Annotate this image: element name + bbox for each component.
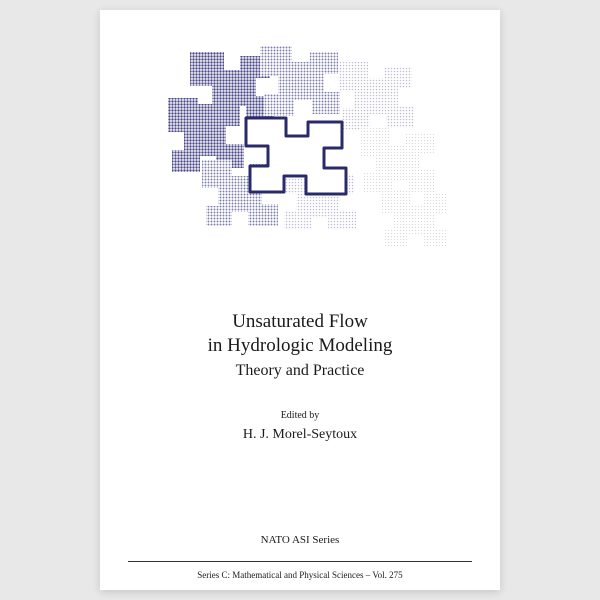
- title-block: Unsaturated Flow in Hydrologic Modeling …: [100, 310, 500, 380]
- divider-rule: [128, 561, 472, 562]
- series-name: NATO ASI Series: [100, 534, 500, 546]
- edited-by-label: Edited by: [100, 410, 500, 421]
- editor-name: H. J. Morel-Seytoux: [100, 427, 500, 443]
- cover-graphic: [150, 40, 450, 250]
- editor-block: Edited by H. J. Morel-Seytoux: [100, 410, 500, 443]
- series-footer: Series C: Mathematical and Physical Scie…: [100, 570, 500, 580]
- title-line-1: Unsaturated Flow: [100, 310, 500, 334]
- book-cover: Unsaturated Flow in Hydrologic Modeling …: [100, 10, 500, 590]
- subtitle: Theory and Practice: [100, 362, 500, 380]
- title-line-2: in Hydrologic Modeling: [100, 334, 500, 358]
